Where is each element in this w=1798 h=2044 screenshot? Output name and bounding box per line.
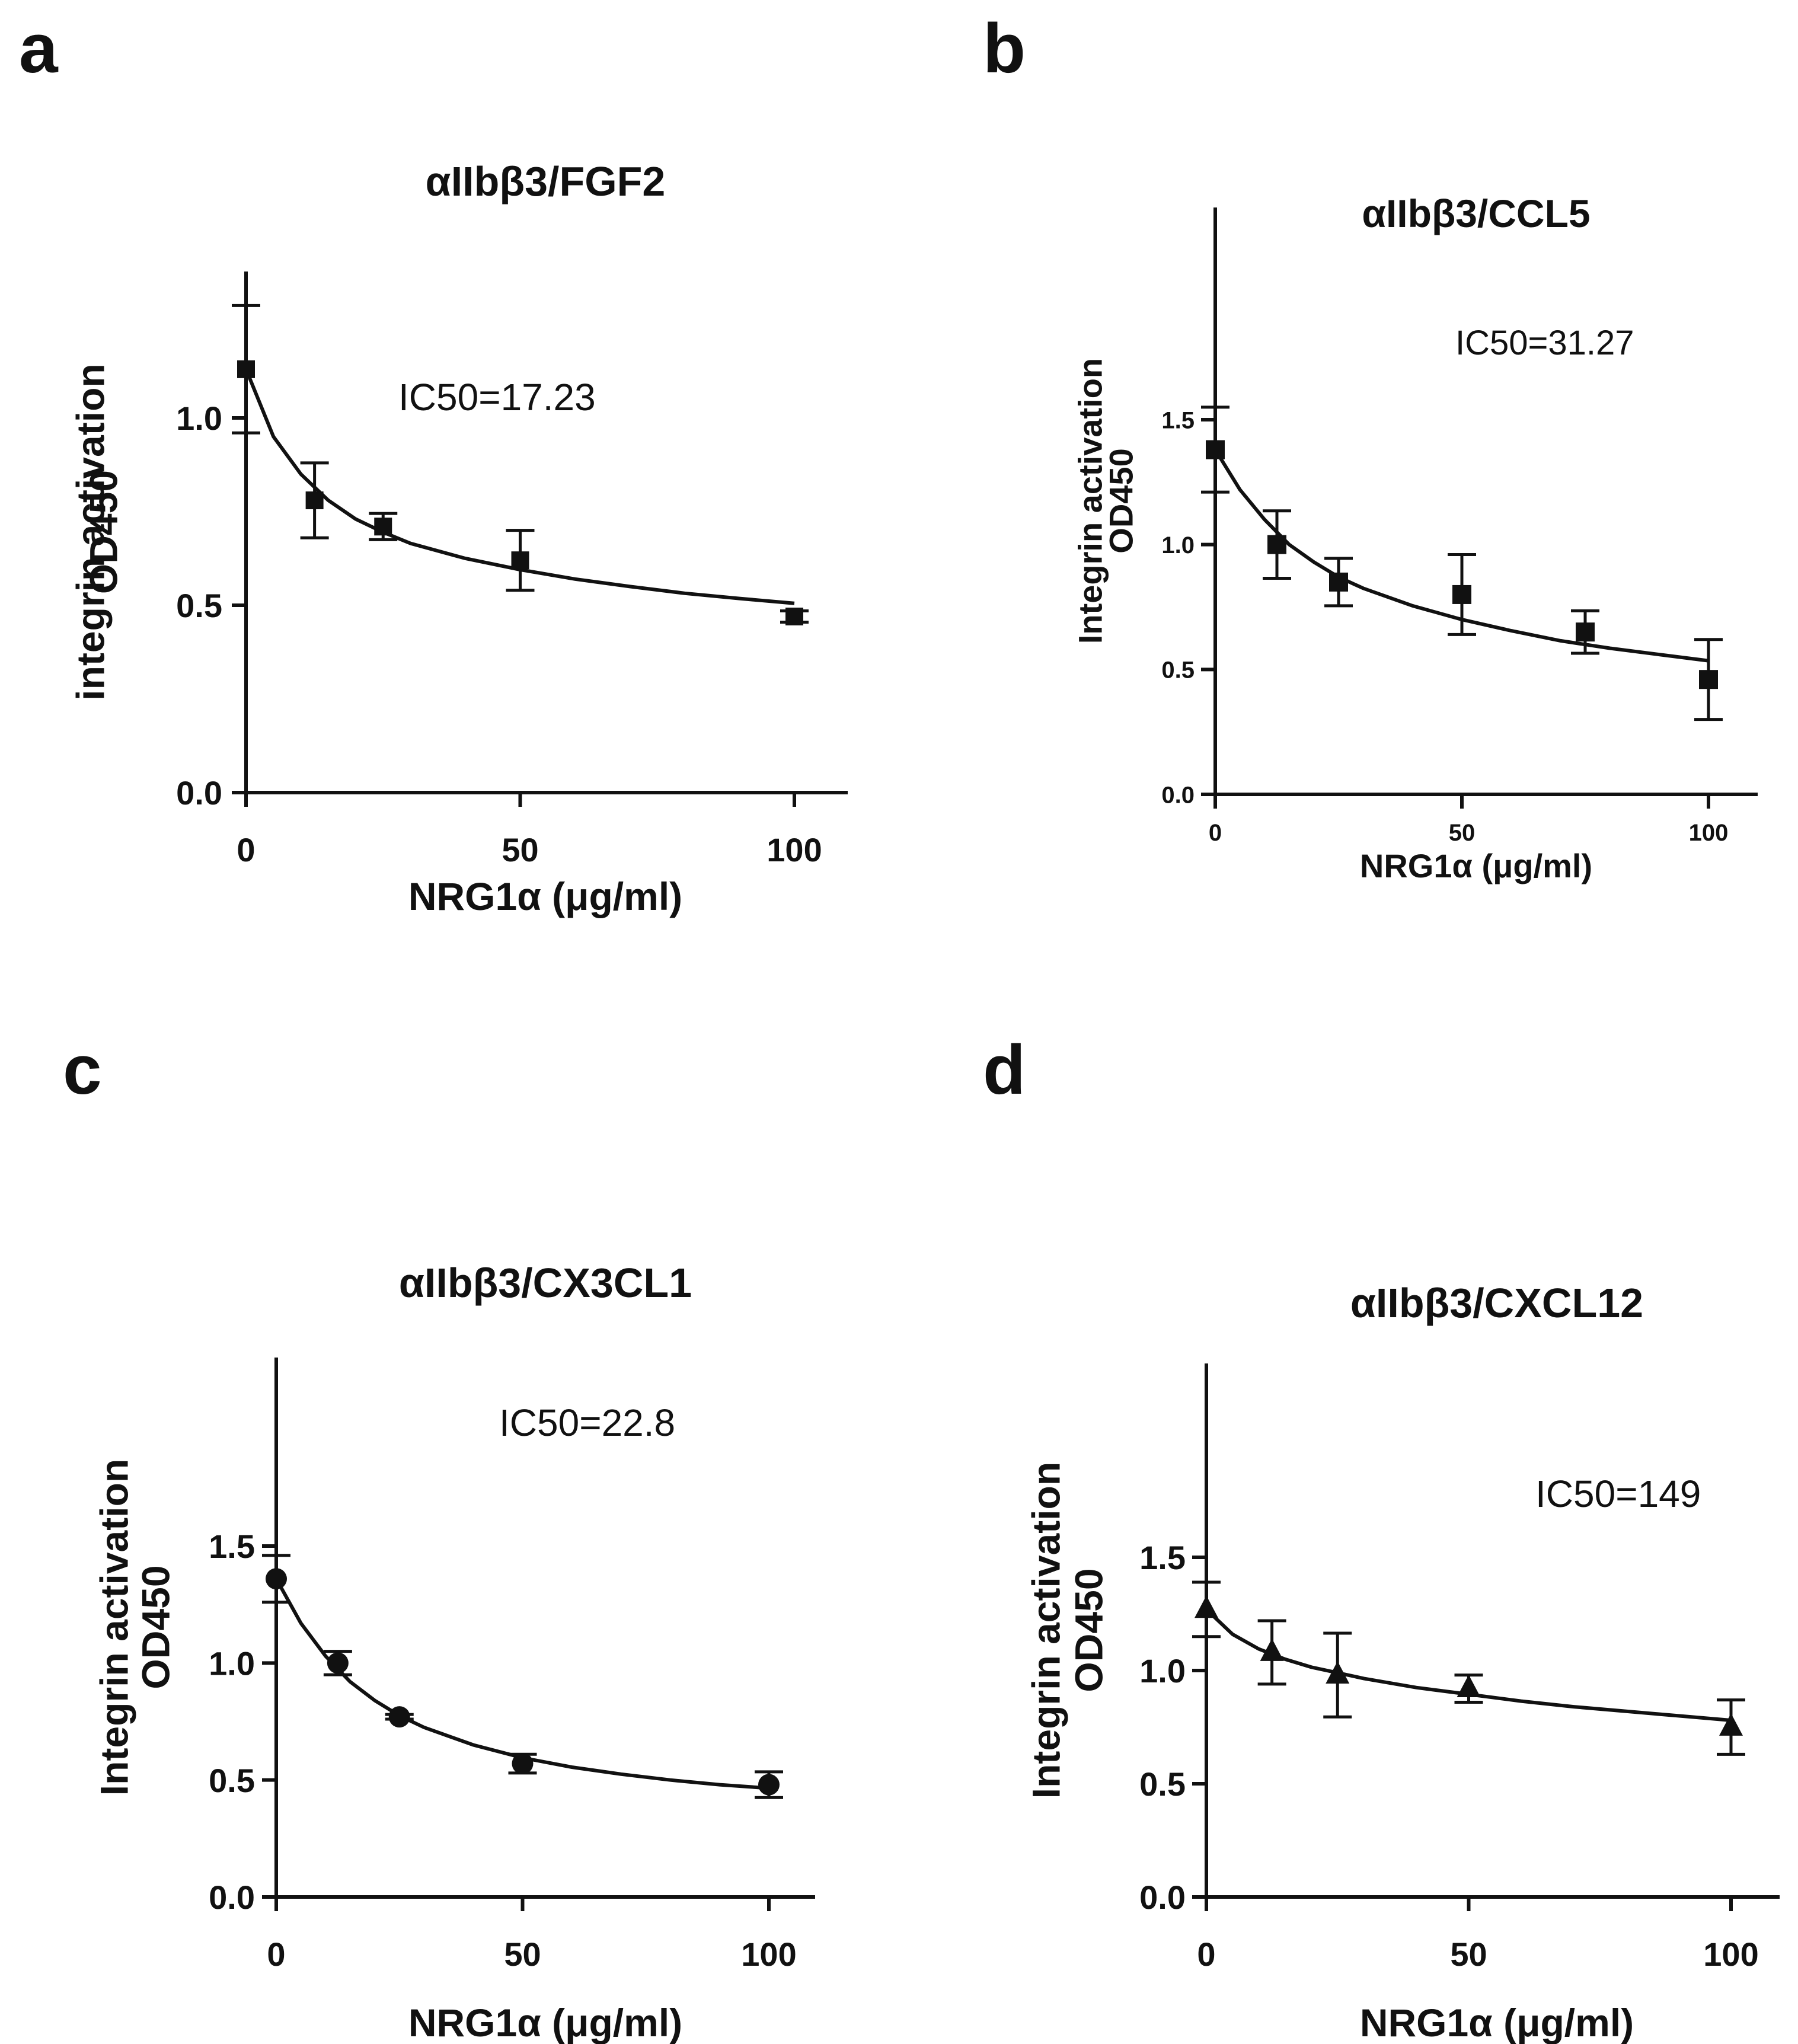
y-tick-label-b-3: 1.5 xyxy=(1161,407,1195,433)
y-axis-title-line2-d: OD450 xyxy=(1067,1568,1111,1692)
x-axis-title-b: NRG1α (μg/ml) xyxy=(1360,847,1592,884)
ic50-label-c: IC50=22.8 xyxy=(499,1401,675,1444)
data-point-b-5 xyxy=(1699,670,1718,689)
data-point-c-3 xyxy=(512,1753,534,1775)
y-tick-label-b-0: 0.0 xyxy=(1161,782,1195,808)
data-point-b-1 xyxy=(1267,535,1286,554)
data-point-a-4 xyxy=(785,607,803,625)
fit-curve-a xyxy=(244,368,795,605)
y-tick-label-d-1: 0.5 xyxy=(1139,1765,1186,1803)
data-point-c-0 xyxy=(266,1568,287,1590)
data-point-a-2 xyxy=(374,518,392,536)
x-tick-label-c-2: 100 xyxy=(741,1936,796,1973)
fit-curve-b xyxy=(1213,449,1709,663)
data-point-a-3 xyxy=(511,551,529,570)
y-tick-label-a-1: 0.5 xyxy=(176,587,222,624)
y-axis-title-line2-b: OD450 xyxy=(1102,448,1139,553)
data-point-c-4 xyxy=(758,1774,780,1796)
panel-d-letter: d xyxy=(983,1031,1026,1109)
y-tick-label-c-2: 1.0 xyxy=(209,1644,255,1682)
ic50-label-d: IC50=149 xyxy=(1535,1473,1701,1515)
y-axis-title-line1-c: Integrin activation xyxy=(92,1459,136,1796)
panel-b-letter: b xyxy=(983,9,1026,88)
y-tick-label-d-2: 1.0 xyxy=(1139,1652,1186,1690)
y-tick-label-c-1: 0.5 xyxy=(209,1762,255,1799)
x-tick-label-d-1: 50 xyxy=(1450,1936,1487,1973)
y-axis-title-line2-c: OD450 xyxy=(134,1565,178,1689)
y-axis-title-line1-d: Integrin activation xyxy=(1024,1462,1068,1799)
data-point-b-4 xyxy=(1576,622,1595,642)
data-point-b-0 xyxy=(1206,440,1225,459)
y-tick-label-a-0: 0.0 xyxy=(176,774,222,812)
y-tick-label-b-1: 0.5 xyxy=(1161,657,1195,684)
y-tick-label-c-0: 0.0 xyxy=(209,1879,255,1916)
data-point-c-1 xyxy=(327,1652,349,1674)
y-axis-title-line1-b: Integrin activation xyxy=(1071,358,1109,644)
data-point-d-0 xyxy=(1195,1595,1218,1618)
x-axis-title-d: NRG1α (μg/ml) xyxy=(1360,2001,1634,2044)
chart-title-a: αIIbβ3/FGF2 xyxy=(426,158,666,205)
y-tick-label-a-2: 1.0 xyxy=(176,400,222,437)
panel-a: a 0.0 0.5 1.0 0 50 100 αIIbβ3/FGF2 IC50=17.23 NR… xyxy=(19,9,848,918)
data-point-d-3 xyxy=(1457,1675,1481,1697)
panel-c-letter: c xyxy=(63,1031,102,1109)
data-point-d-4 xyxy=(1719,1713,1743,1736)
data-point-b-2 xyxy=(1329,572,1348,592)
data-point-d-1 xyxy=(1260,1639,1284,1661)
chart-title-d: αIIbβ3/CXCL12 xyxy=(1350,1280,1643,1326)
x-tick-label-b-0: 0 xyxy=(1209,820,1222,846)
ic50-label-b: IC50=31.27 xyxy=(1455,324,1634,362)
y-tick-label-d-3: 1.5 xyxy=(1139,1539,1186,1576)
x-tick-label-b-2: 100 xyxy=(1689,820,1729,846)
panel-c: c 0.0 0.5 1.0 1.5 0 50 100 αIIbβ3/CX3CL1 IC50=22… xyxy=(63,1031,815,2044)
chart-title-c: αIIbβ3/CX3CL1 xyxy=(399,1260,692,1306)
fit-curve-d xyxy=(1205,1608,1732,1722)
panel-b: b 0.0 0.5 1.0 1.5 0 50 100 αIIbβ3/CCL5 IC50=31.2… xyxy=(983,9,1758,884)
x-axis-title-c: NRG1α (μg/ml) xyxy=(408,2001,682,2044)
panel-a-letter: a xyxy=(19,9,59,88)
x-tick-label-d-2: 100 xyxy=(1703,1936,1758,1973)
y-axis-title-line2-a: OD450 xyxy=(82,470,126,594)
ic50-label-a: IC50=17.23 xyxy=(398,376,596,419)
data-point-b-3 xyxy=(1452,585,1471,604)
x-tick-label-c-0: 0 xyxy=(267,1936,285,1973)
x-tick-label-c-1: 50 xyxy=(504,1936,541,1973)
x-tick-label-a-2: 100 xyxy=(767,831,822,868)
y-tick-label-b-2: 1.0 xyxy=(1161,532,1195,558)
data-point-a-1 xyxy=(305,491,324,510)
x-tick-label-b-1: 50 xyxy=(1449,820,1476,846)
x-tick-label-d-0: 0 xyxy=(1197,1936,1215,1973)
x-axis-title-a: NRG1α (μg/ml) xyxy=(408,874,682,918)
data-point-c-2 xyxy=(388,1706,410,1728)
panel-d: d 0.0 0.5 1.0 1.5 0 50 100 αIIbβ3/CXCL12 IC50=14… xyxy=(983,1031,1780,2044)
chart-title-b: αIIbβ3/CCL5 xyxy=(1362,191,1590,235)
data-point-a-0 xyxy=(237,360,255,378)
y-axis-title-line1-a: integrin activation xyxy=(69,363,113,700)
data-point-d-2 xyxy=(1326,1661,1350,1684)
x-tick-label-a-1: 50 xyxy=(502,831,538,868)
x-tick-label-a-0: 0 xyxy=(237,831,255,868)
y-tick-label-d-0: 0.0 xyxy=(1139,1879,1186,1916)
y-tick-label-c-3: 1.5 xyxy=(209,1528,255,1565)
